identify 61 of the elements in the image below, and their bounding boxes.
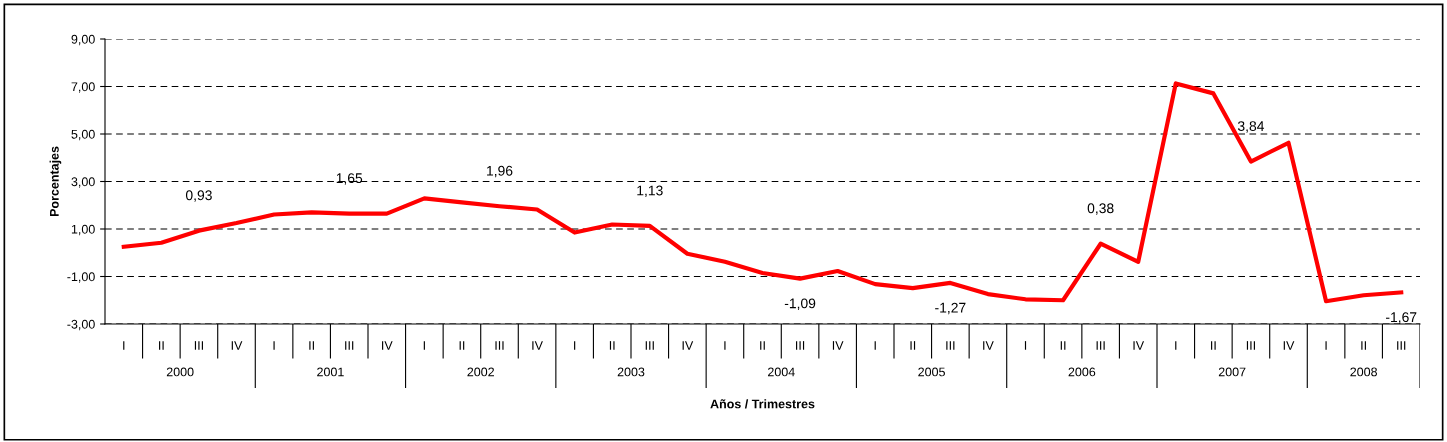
data-label: 1,13 [637, 185, 663, 198]
text: 2005 [918, 367, 945, 377]
x-tick-label: I [724, 341, 726, 350]
x-axis-title: Años / Trimestres [710, 399, 815, 409]
text: 2008 [1350, 367, 1377, 377]
x-tick-label: IV [983, 341, 994, 350]
y-axis-title: Porcentajes [49, 146, 62, 217]
y-tick-label: 1,00 [71, 224, 95, 236]
text: 2001 [317, 367, 344, 377]
x-tick-label: IV [1283, 341, 1295, 350]
x-tick-label: IV [1133, 341, 1145, 350]
x-tick-label: II [609, 341, 615, 350]
x-tick-label: I [273, 341, 275, 350]
x-tick-label: III [1397, 341, 1406, 350]
x-tick-label: II [159, 341, 164, 350]
x-tick-label: III [194, 341, 203, 350]
x-tick-label: IV [231, 341, 243, 350]
x-tick-label: II [1361, 341, 1366, 350]
y-tick-label: 9,00 [71, 34, 95, 46]
x-tick-label: II [910, 341, 916, 350]
text: 2000 [166, 367, 194, 377]
data-label: 3,84 [1237, 121, 1265, 133]
x-tick-label: II [459, 341, 465, 350]
x-tick-label: IV [832, 341, 844, 350]
x-tick-label: II [1060, 341, 1066, 350]
x-tick-label: I [423, 341, 425, 350]
x-tick-label: III [1246, 341, 1255, 350]
x-tick-label: I [1024, 341, 1027, 350]
x-tick-label: I [1325, 341, 1327, 350]
x-tick-label: IV [382, 341, 393, 350]
x-tick-label: II [1211, 341, 1216, 350]
text: 2004 [768, 367, 795, 377]
text: 2007 [1218, 367, 1246, 377]
y-tick-label: 7,00 [71, 82, 95, 93]
x-tick-label: IV [532, 341, 543, 350]
x-tick-label: III [796, 341, 805, 350]
x-tick-label: I [1175, 341, 1177, 350]
x-tick-label: III [645, 341, 654, 350]
y-tick-label: -1,00 [67, 272, 95, 283]
x-tick-label: I [874, 341, 876, 350]
data-label: -1,27 [935, 302, 966, 315]
x-tick-label: I [123, 341, 125, 350]
x-tick-label: II [760, 341, 765, 350]
text: 2002 [467, 367, 494, 377]
x-tick-label: IV [682, 341, 694, 350]
x-tick-label: III [1096, 341, 1105, 350]
y-tick-label: 3,00 [71, 177, 95, 188]
x-tick-label: III [345, 341, 354, 350]
x-tick-label: III [495, 341, 504, 350]
data-label: -1,67 [1386, 312, 1417, 324]
text: 2006 [1068, 367, 1096, 377]
y-tick-label: 5,00 [71, 129, 95, 141]
x-tick-label: I [574, 341, 576, 350]
data-label: 0,38 [1087, 203, 1114, 215]
data-label: 0,93 [185, 190, 212, 202]
y-tick-label: -3,00 [67, 319, 95, 331]
text: 2003 [617, 367, 645, 377]
x-tick-label: II [309, 341, 314, 350]
data-label: -1,09 [784, 298, 816, 310]
x-tick-label: III [946, 341, 955, 350]
data-label: 1,96 [487, 165, 513, 178]
